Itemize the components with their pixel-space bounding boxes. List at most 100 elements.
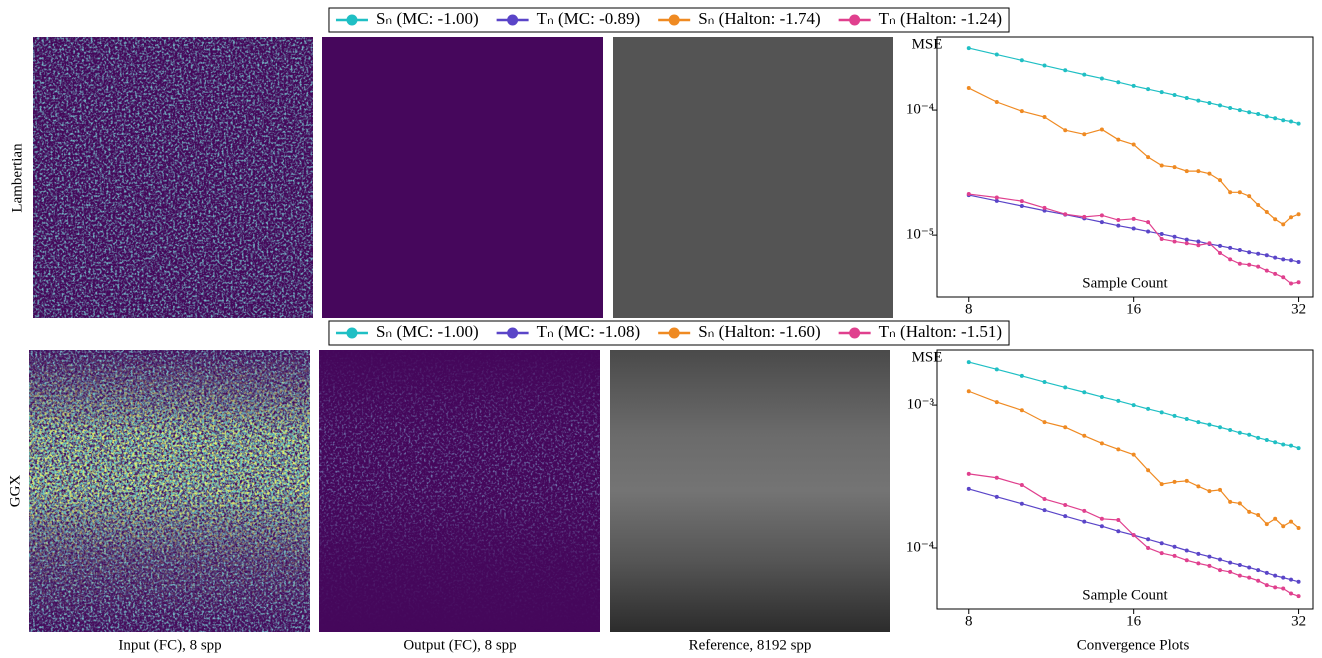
data-point [1100, 395, 1104, 399]
legend-label: Sₙ (MC: -1.00) [376, 9, 479, 28]
data-point [1265, 583, 1269, 587]
x-tick-label: 16 [1126, 301, 1142, 317]
data-point [1281, 576, 1285, 580]
data-point [1160, 482, 1164, 486]
data-point [1228, 570, 1232, 574]
data-point [1116, 399, 1120, 403]
data-point [1273, 256, 1277, 260]
x-tick-label: 8 [965, 613, 973, 629]
legend-marker [346, 15, 357, 26]
data-point [1185, 169, 1189, 173]
lambertian-reference [613, 37, 893, 318]
data-point [1196, 243, 1200, 247]
row-label: Lambertian [9, 143, 25, 213]
legend-label: Sₙ (Halton: -1.74) [698, 9, 820, 28]
data-point [995, 100, 999, 104]
data-point [1160, 90, 1164, 94]
data-point [1043, 497, 1047, 501]
data-point [1297, 212, 1301, 216]
data-point [1228, 428, 1232, 432]
data-point [1218, 568, 1222, 572]
data-point [967, 389, 971, 393]
data-point [1146, 87, 1150, 91]
data-point [1185, 417, 1189, 421]
data-point [1082, 434, 1086, 438]
x-tick-label: 32 [1291, 613, 1306, 629]
data-point [1160, 164, 1164, 168]
data-point [1218, 244, 1222, 248]
figure: Lambertian GGX Input (FC), 8 spp Output … [0, 0, 1322, 658]
data-point [1273, 585, 1277, 589]
data-point [1132, 403, 1136, 407]
data-point [1207, 241, 1211, 245]
data-point [967, 46, 971, 50]
data-point [1273, 440, 1277, 444]
data-point [1247, 433, 1251, 437]
data-point [1160, 541, 1164, 545]
data-point [1281, 275, 1285, 279]
data-point [1281, 524, 1285, 528]
data-point [1185, 238, 1189, 242]
data-point [1228, 561, 1232, 565]
data-point [1132, 453, 1136, 457]
data-point [1173, 545, 1177, 549]
data-point [1160, 232, 1164, 236]
data-point [995, 476, 999, 480]
data-point [1218, 178, 1222, 182]
data-point [1173, 93, 1177, 97]
column-caption: Output (FC), 8 spp [403, 637, 516, 653]
data-point [1082, 215, 1086, 219]
data-point [1256, 568, 1260, 572]
data-point [1185, 558, 1189, 562]
data-point [1196, 484, 1200, 488]
data-point [1063, 503, 1067, 507]
data-point [1146, 407, 1150, 411]
data-point [1207, 101, 1211, 105]
data-point [1146, 468, 1150, 472]
data-point [1265, 210, 1269, 214]
data-point [1228, 106, 1232, 110]
data-point [1043, 420, 1047, 424]
data-point [1289, 520, 1293, 524]
data-point [1063, 514, 1067, 518]
data-point [1146, 537, 1150, 541]
data-point [1218, 103, 1222, 107]
data-point [1020, 502, 1024, 506]
data-point [1100, 220, 1104, 224]
data-point [1196, 99, 1200, 103]
data-point [1297, 526, 1301, 530]
ggx-input [29, 350, 310, 632]
legend-label: Tₙ (MC: -1.08) [537, 322, 641, 341]
data-point [1196, 552, 1200, 556]
data-point [1247, 194, 1251, 198]
x-tick-label: 16 [1126, 613, 1142, 629]
data-point [1196, 420, 1200, 424]
data-point [1247, 250, 1251, 254]
data-point [1207, 564, 1211, 568]
data-point [1173, 165, 1177, 169]
row-label: GGX [7, 475, 23, 508]
data-point [1063, 425, 1067, 429]
data-point [1238, 563, 1242, 567]
data-point [1063, 128, 1067, 132]
lambertian-input [33, 37, 313, 318]
data-point [1207, 555, 1211, 559]
data-point [995, 195, 999, 199]
data-point [967, 86, 971, 90]
data-point [1116, 224, 1120, 228]
legend: Sₙ (MC: -1.00)Tₙ (MC: -0.89)Sₙ (Halton: … [329, 8, 1009, 32]
x-tick-label: 32 [1291, 301, 1306, 317]
legend-label: Tₙ (Halton: -1.51) [879, 322, 1002, 341]
data-point [1289, 592, 1293, 596]
lambertian-output [322, 37, 603, 318]
data-point [1207, 423, 1211, 427]
data-point [1132, 143, 1136, 147]
data-point [1020, 204, 1024, 208]
data-point [1265, 253, 1269, 257]
data-point [1256, 513, 1260, 517]
data-point [1043, 115, 1047, 119]
data-point [1185, 479, 1189, 483]
data-point [1256, 436, 1260, 440]
legend-marker [849, 328, 860, 339]
data-point [1265, 571, 1269, 575]
